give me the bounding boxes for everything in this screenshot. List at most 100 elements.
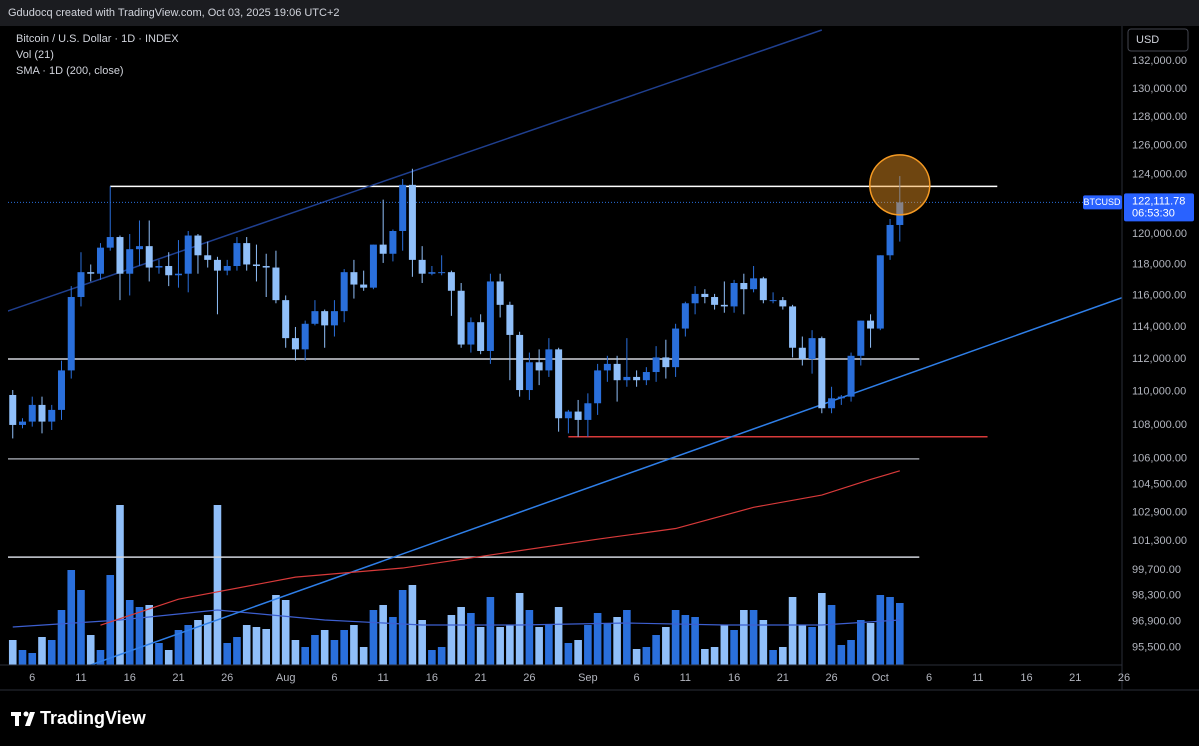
volume-bar: [233, 637, 241, 665]
candle-body: [155, 266, 163, 268]
x-tick-label: 26: [825, 672, 837, 684]
volume-bar: [447, 615, 456, 665]
y-tick-label: 130,000.00: [1132, 83, 1187, 95]
volume-bar: [603, 623, 612, 665]
volume-bar: [476, 627, 485, 665]
candle-body: [506, 304, 514, 335]
volume-bar: [86, 635, 95, 665]
y-tick-label: 99,700.00: [1132, 564, 1181, 576]
volume-bar: [496, 627, 504, 665]
drawing-line: [90, 296, 1122, 665]
volume-bar: [28, 653, 37, 665]
volume-bar: [301, 647, 309, 665]
x-tick-label: 16: [1020, 672, 1032, 684]
logo-mark: [25, 712, 35, 726]
x-tick-label: 6: [926, 672, 932, 684]
candle-body: [321, 311, 329, 326]
volume-bar: [77, 590, 85, 665]
candle-body: [818, 338, 826, 409]
volume-bar: [203, 615, 212, 665]
volume-bar: [857, 620, 865, 665]
x-tick-label: 21: [172, 672, 184, 684]
volume-bar: [194, 620, 202, 665]
x-tick-label: 16: [124, 672, 136, 684]
candle-body: [9, 394, 17, 425]
candle-body: [740, 282, 748, 290]
candle-body: [106, 237, 114, 248]
x-tick-label: 21: [475, 672, 487, 684]
volume-bar: [896, 603, 904, 665]
price-axis-panel: [1122, 26, 1199, 690]
volume-bar: [311, 635, 319, 665]
candle-body: [730, 282, 738, 307]
volume-bar: [18, 650, 27, 665]
volume-bar: [642, 647, 651, 665]
candle-body: [184, 235, 192, 274]
volume-bar: [116, 505, 124, 665]
candle-body: [857, 320, 865, 356]
currency-box: [1127, 28, 1189, 52]
volume-bar: [272, 595, 280, 665]
y-tick-label: 106,000.00: [1132, 453, 1187, 465]
candle-body: [369, 244, 377, 288]
candle-body: [428, 272, 436, 274]
price-label-box: [1124, 193, 1194, 222]
volume-bar: [369, 610, 378, 665]
volume-bar: [242, 625, 251, 665]
candle-body: [301, 323, 309, 350]
candle-body: [584, 403, 592, 420]
volume-bar: [525, 610, 534, 665]
candle-body: [77, 272, 85, 298]
candle-body: [135, 246, 143, 250]
candle-body: [457, 290, 465, 345]
volume-bar: [164, 650, 173, 665]
volume-bar: [827, 605, 836, 665]
x-tick-label: 21: [777, 672, 789, 684]
volume-bar: [67, 570, 76, 665]
volume-bar: [350, 625, 358, 665]
candle-body: [311, 311, 319, 324]
y-tick-label: 104,500.00: [1132, 479, 1187, 491]
candle-body: [613, 363, 621, 381]
plot-area: [8, 29, 1122, 665]
candle-body: [896, 202, 904, 225]
volume-bar: [593, 613, 602, 665]
candle-body: [116, 237, 124, 274]
volume-bar: [710, 647, 719, 665]
volume-bar: [613, 617, 621, 665]
y-tick-label: 112,000.00: [1132, 353, 1186, 365]
volume-bar: [691, 617, 699, 665]
volume-bar: [106, 575, 115, 665]
candle-body: [96, 247, 104, 274]
y-tick-label: 114,000.00: [1132, 321, 1186, 333]
candle-body: [145, 246, 153, 268]
candle-body: [759, 278, 767, 301]
y-tick-label: 124,000.00: [1132, 169, 1187, 181]
candle-body: [545, 349, 553, 371]
candle-body: [574, 411, 582, 420]
candle-body: [272, 267, 280, 301]
candle-body: [486, 281, 494, 351]
volume-bar: [135, 607, 144, 665]
volume-bar: [38, 637, 46, 665]
y-tick-label: 101,300.00: [1132, 535, 1187, 547]
x-tick-label: 6: [29, 672, 35, 684]
volume-bar: [252, 627, 261, 665]
x-tick-label: 11: [972, 672, 983, 684]
volume-bar: [174, 630, 183, 665]
volume-bar: [428, 650, 436, 665]
volume-bar: [437, 647, 446, 665]
y-tick-label: 98,300.00: [1132, 589, 1181, 601]
y-tick-label: 132,000.00: [1132, 55, 1187, 67]
candle-body: [408, 184, 416, 260]
candle-body: [711, 297, 719, 305]
candle-body: [779, 300, 787, 307]
candle-body: [828, 398, 836, 409]
volume-bar: [662, 627, 670, 665]
volume-bar: [574, 640, 582, 665]
y-tick-label: 120,000.00: [1132, 228, 1187, 240]
candle-body: [418, 259, 426, 274]
candle-body: [379, 244, 387, 254]
volume-bar: [379, 605, 387, 665]
y-tick-label: 126,000.00: [1132, 140, 1187, 152]
